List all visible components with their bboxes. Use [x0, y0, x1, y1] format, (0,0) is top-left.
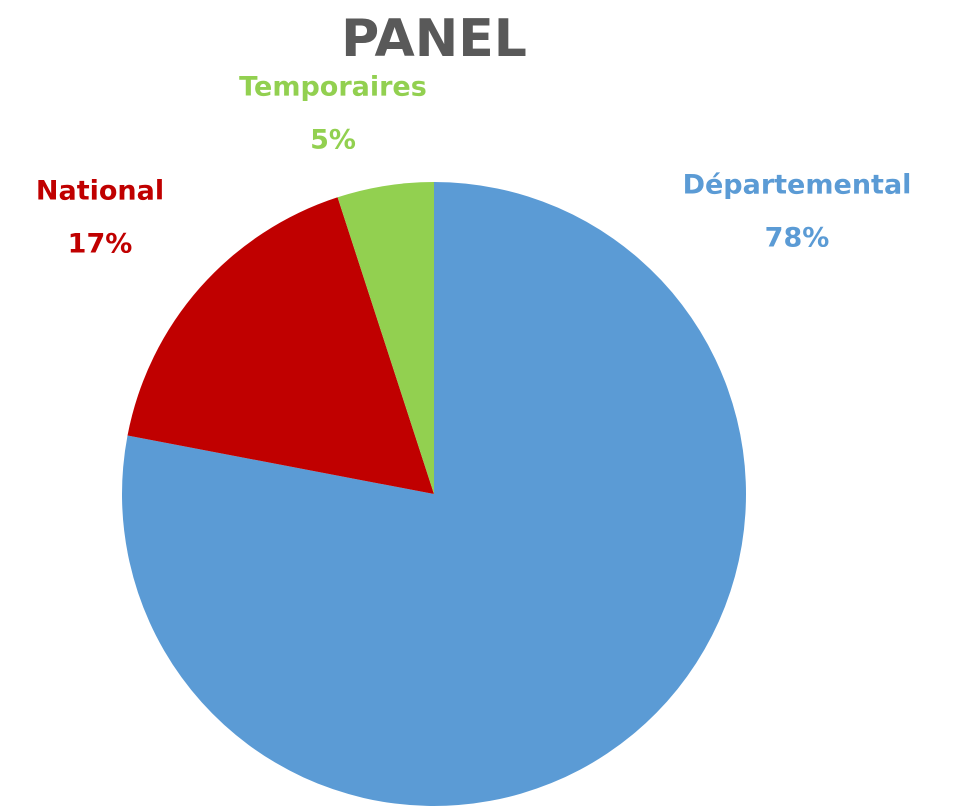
slice-value-label: 78%	[765, 223, 830, 254]
pie-slice	[127, 197, 435, 494]
slice-label: National	[36, 176, 164, 207]
slice-value-label: 5%	[310, 125, 356, 156]
slice-value-label: 17%	[68, 229, 133, 260]
chart-title: PANEL	[341, 9, 527, 69]
pie-slice	[337, 182, 434, 494]
pie-slice	[121, 182, 746, 807]
slice-label: Temporaires	[239, 72, 427, 103]
slice-label: Départemental	[683, 170, 912, 201]
